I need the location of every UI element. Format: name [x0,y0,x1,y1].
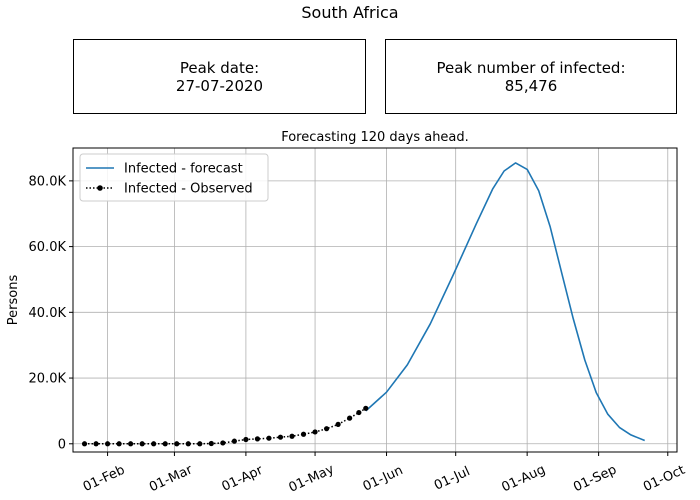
peak-infected-label: Peak number of infected: [436,58,626,77]
peak-infected-box: Peak number of infected: 85,476 [385,39,677,114]
peak-date-label: Peak date: [179,58,260,77]
observed-point [208,440,214,447]
peak-infected-value: 85,476 [504,76,558,95]
x-tick-label: 01-Apr [220,463,266,495]
observed-point [356,409,362,416]
y-tick-label: 40.0K [29,306,67,321]
observed-point [323,426,330,432]
legend-observed-marker [97,185,103,191]
peak-date-box: Peak date: 27-07-2020 [73,39,366,114]
legend-box [79,153,269,202]
observed-point [197,441,203,447]
series-observed-line [84,407,367,445]
plot-frame [72,147,678,453]
observed-point [174,441,180,447]
observed-point [243,436,249,443]
observed-point [128,441,134,447]
observed-point [312,429,318,435]
x-tick-label: 01-Feb [81,463,127,495]
observed-point [93,441,99,447]
observed-point [162,441,168,447]
observed-point [289,433,295,439]
y-axis-label: Persons [6,275,21,326]
peak-date-value: 27-07-2020 [175,76,264,95]
observed-point [300,431,307,437]
observed-point [116,441,122,447]
legend: Infected - forecast Infected - Observed [79,153,269,202]
observed-point [151,441,157,447]
y-tick-label: 60.0K [29,240,67,255]
legend-observed-label: Infected - Observed [124,182,253,197]
x-tick-label: 01-Jul [432,464,472,494]
observed-point [277,434,284,440]
x-tick-label: 01-Jun [361,463,406,494]
x-tick-label: 01-Oct [641,463,687,495]
y-tick-label: 80.0K [29,174,67,189]
legend-forecast-label: Infected - forecast [124,162,243,177]
observed-point [104,441,111,447]
observed-point [139,441,145,447]
y-tick-label: 0 [58,437,66,452]
x-tick-label: 01-Sep [571,462,619,495]
observed-point [81,441,88,447]
observed-point [335,421,341,427]
y-tick-label: 20.0K [29,372,67,387]
observed-point [254,436,261,442]
observed-point [266,435,272,441]
x-tick-label: 01-Mar [147,462,195,495]
observed-point [363,405,369,411]
observed-point [220,440,226,446]
observed-point [347,415,353,421]
observed-point [185,441,191,447]
observed-point [231,438,237,444]
chart-title: Forecasting 120 days ahead. [281,130,469,145]
x-tick-label: 01-Aug [500,462,548,495]
chart-main-title: South Africa [301,3,399,22]
x-tick-label: 01-May [287,462,337,496]
series-forecast-line [365,162,646,442]
